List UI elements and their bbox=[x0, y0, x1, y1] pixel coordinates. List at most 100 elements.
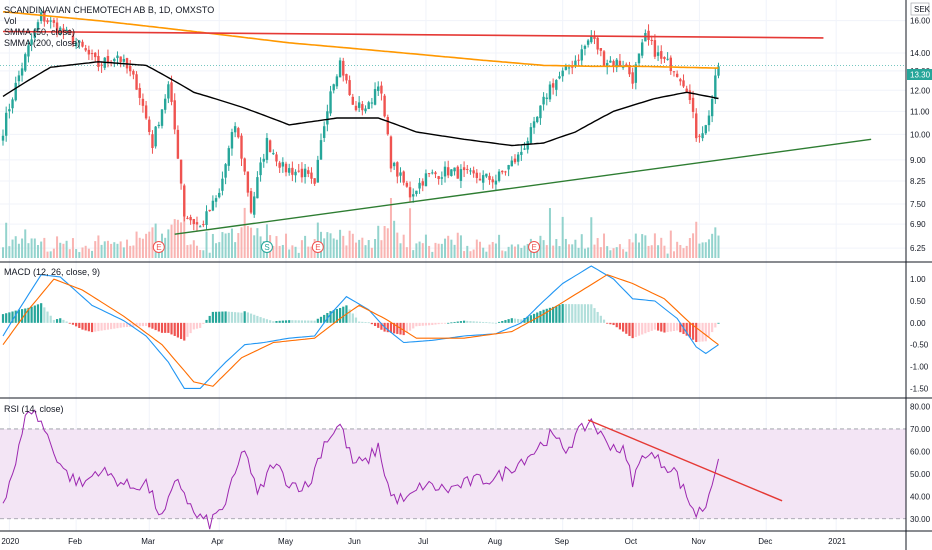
chart-title: SCANDINAVIAN CHEMOTECH AB B, 1D, OMXSTO bbox=[4, 5, 214, 15]
price-axis-label: 9.00 bbox=[910, 156, 926, 165]
macd-histogram-bar bbox=[116, 322, 119, 329]
macd-histogram-bar bbox=[412, 322, 415, 329]
candle-body bbox=[488, 175, 491, 180]
volume-bar bbox=[259, 236, 262, 258]
volume-bar bbox=[704, 242, 707, 258]
macd-histogram-bar bbox=[119, 322, 122, 328]
volume-bar bbox=[52, 248, 55, 258]
candle-body bbox=[87, 49, 91, 55]
volume-bar bbox=[145, 233, 148, 258]
volume-bar bbox=[695, 221, 698, 258]
volume-bar bbox=[634, 233, 637, 258]
rsi-axis-label: 50.00 bbox=[910, 470, 931, 479]
volume-bar bbox=[332, 238, 335, 258]
candle-body bbox=[272, 153, 275, 155]
volume-bar bbox=[205, 231, 208, 258]
smma200-legend[interactable]: SMMA (200, close) bbox=[4, 38, 80, 48]
candle-body bbox=[704, 125, 707, 134]
volume-bar bbox=[561, 216, 564, 258]
volume-bar bbox=[170, 224, 173, 258]
macd-histogram-bar bbox=[545, 308, 548, 323]
time-axis-label: Dec bbox=[758, 537, 772, 546]
macd-histogram-bar bbox=[218, 311, 221, 323]
volume-bar bbox=[488, 244, 491, 258]
macd-histogram-bar bbox=[313, 320, 316, 323]
candle-body bbox=[675, 73, 679, 77]
volume-bar bbox=[11, 239, 14, 258]
macd-histogram-bar bbox=[230, 311, 234, 323]
volume-bar bbox=[517, 244, 520, 258]
rsi-band bbox=[0, 428, 906, 519]
macd-histogram-bar bbox=[179, 322, 183, 340]
candle-body bbox=[348, 80, 351, 95]
macd-histogram-bar bbox=[443, 322, 447, 324]
rsi-legend[interactable]: RSI (14, close) bbox=[4, 404, 64, 414]
candle-body bbox=[396, 162, 399, 177]
macd-histogram-bar bbox=[332, 310, 335, 323]
volume-bar bbox=[253, 235, 256, 258]
volume-bar bbox=[30, 238, 33, 258]
macd-histogram-bar bbox=[94, 322, 97, 332]
volume-bar bbox=[603, 233, 606, 258]
macd-histogram-bar bbox=[491, 322, 494, 324]
candle-body bbox=[440, 177, 444, 179]
macd-histogram-bar bbox=[278, 320, 281, 323]
candle-body bbox=[253, 196, 256, 215]
volume-bar bbox=[644, 235, 647, 258]
candle-body bbox=[478, 178, 482, 181]
candle-body bbox=[78, 40, 81, 43]
candle-body bbox=[714, 75, 717, 100]
macd-histogram-bar bbox=[338, 307, 342, 323]
candle-body bbox=[195, 222, 199, 225]
candle-body bbox=[494, 180, 498, 185]
volume-bar bbox=[56, 236, 59, 258]
candle-body bbox=[424, 173, 428, 187]
candle-body bbox=[669, 57, 672, 72]
macd-histogram-bar bbox=[284, 320, 288, 323]
macd-legend[interactable]: MACD (12, 26, close, 9) bbox=[4, 267, 100, 277]
volume-bar bbox=[599, 247, 602, 258]
macd-histogram-bar bbox=[249, 313, 253, 323]
price-axis-label: 10.00 bbox=[910, 130, 931, 139]
volume-bar bbox=[364, 245, 367, 258]
currency-box[interactable] bbox=[910, 2, 930, 16]
volume-bar bbox=[504, 251, 507, 258]
candle-body bbox=[427, 173, 431, 175]
candle-body bbox=[316, 159, 320, 183]
volume-bar bbox=[227, 232, 230, 258]
macd-histogram-bar bbox=[421, 322, 424, 326]
candle-body bbox=[586, 40, 590, 45]
volume-bar bbox=[479, 241, 481, 258]
candle-body bbox=[354, 105, 358, 111]
macd-histogram-bar bbox=[513, 318, 517, 323]
macd-histogram-bar bbox=[555, 305, 558, 323]
candle-body bbox=[701, 133, 704, 139]
candle-body bbox=[122, 58, 126, 62]
earnings-marker bbox=[528, 241, 541, 253]
candle-body bbox=[682, 80, 685, 87]
macd-histogram-bar bbox=[373, 322, 377, 327]
volume-bar bbox=[167, 229, 170, 258]
candle-body bbox=[262, 158, 265, 162]
earnings-marker-label: E bbox=[531, 243, 536, 252]
volume-bar bbox=[663, 245, 666, 258]
candle-body bbox=[571, 66, 574, 68]
candle-body bbox=[710, 99, 714, 117]
smma50-legend[interactable]: SMMA (50, close) bbox=[4, 27, 75, 37]
macd-histogram-bar bbox=[329, 311, 332, 323]
macd-histogram-bar bbox=[8, 312, 11, 323]
macd-histogram-bar bbox=[36, 304, 40, 323]
macd-histogram-bar bbox=[583, 304, 587, 323]
candle-body bbox=[230, 132, 234, 149]
volume-bar bbox=[539, 235, 542, 258]
candle-body bbox=[510, 160, 513, 167]
volume-legend[interactable]: Vol bbox=[4, 16, 17, 26]
macd-histogram-bar bbox=[335, 309, 338, 323]
candle-body bbox=[74, 42, 78, 47]
macd-histogram-bar bbox=[224, 311, 227, 323]
volume-bar bbox=[176, 219, 179, 258]
macd-axis-label: -1.50 bbox=[910, 384, 929, 393]
candle-body bbox=[542, 96, 545, 105]
candle-body bbox=[504, 171, 507, 173]
volume-bar bbox=[103, 241, 106, 258]
